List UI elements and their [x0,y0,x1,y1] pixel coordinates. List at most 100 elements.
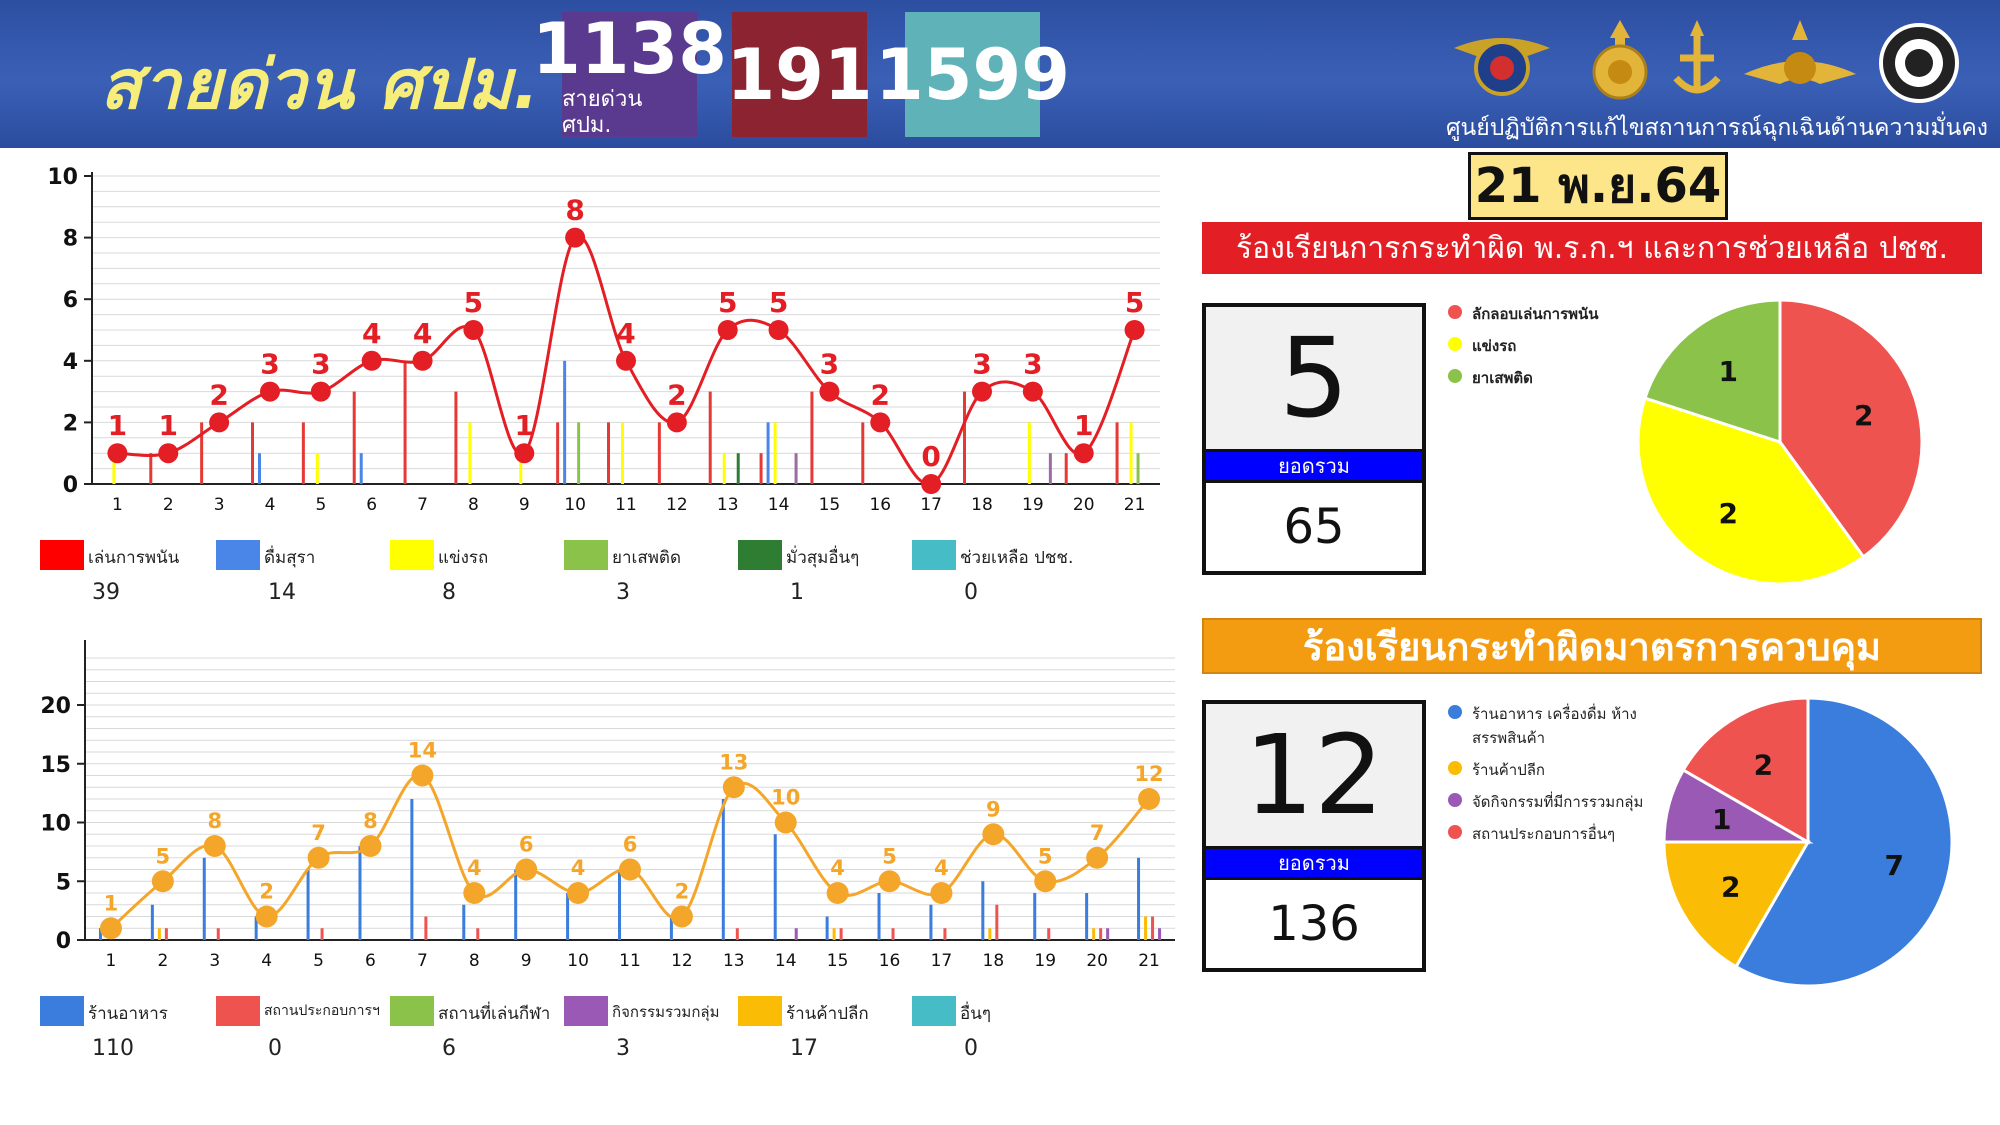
bar [200,422,204,484]
pie2-legend-item: ร้านอาหาร เครื่องดื่ม ห้างสรรพสินค้า [1448,702,1648,750]
data-label: 2 [209,378,228,411]
x-tick-label: 5 [315,495,326,515]
chart2-legend: ร้านอาหาร 110 สถานประกอบการฯ 0 สถานที่เล่น… [40,996,1180,1066]
pie-value-label: 2 [1854,399,1873,432]
line-point [203,835,226,857]
legend2-label: ร้านค้าปลีก [786,1004,869,1024]
pie-value-label: 1 [1712,803,1731,836]
bar [877,893,881,940]
legend1-label: มั่วสุมอื่นๆ [786,548,860,568]
y-tick-label: 15 [40,753,71,778]
bar [1048,453,1052,484]
pie-slice [1681,696,1810,845]
panel1-today-total: 5 [1206,307,1422,449]
data-label: 6 [519,833,534,857]
date-badge: 21 พ.ย.64 [1468,152,1728,220]
data-label: 4 [362,317,381,350]
pie1-legend-item: ลักลอบเล่นการพนัน [1448,302,1599,326]
x-tick-label: 1 [112,495,123,515]
x-tick-label: 21 [1124,495,1146,515]
legend-swatch-icon [564,540,608,570]
data-label: 3 [820,348,839,381]
x-tick-label: 13 [717,495,739,515]
bar [1106,928,1110,940]
x-tick-label: 21 [1138,951,1160,971]
legend-swatch-icon [912,540,956,570]
bar [563,360,567,484]
x-tick-label: 14 [768,495,790,515]
bar [301,422,305,484]
bar [1136,453,1140,484]
data-label: 5 [464,286,483,319]
bar [1144,916,1148,940]
line-point [921,474,942,494]
legend2-count: 110 [92,1036,134,1061]
hotline-191: 191 [726,12,873,137]
y-tick-label: 8 [63,227,78,252]
bar [708,391,712,484]
line-point [107,443,128,464]
line-point [260,381,280,402]
bar [657,422,661,484]
supreme-command-emblem-icon [1592,20,1648,100]
pie1-legend-item: ยาเสพติด [1448,366,1599,390]
pie-value-label: 1 [1719,355,1738,388]
line-point [670,905,693,928]
line-point [310,381,331,402]
line-point [616,350,636,371]
legend-swatch-icon [40,540,84,570]
bar [424,916,428,940]
bar [112,453,116,484]
x-tick-label: 9 [519,495,530,515]
bar [995,904,999,940]
line-point [1086,846,1109,869]
line-point [307,846,330,869]
x-tick-label: 16 [879,951,901,971]
bar [759,453,763,484]
bar [476,928,480,940]
bar [462,904,466,940]
bar [258,453,261,484]
y-tick-label: 0 [63,473,78,498]
x-tick-label: 14 [775,951,797,971]
pie-value-label: 2 [1719,497,1738,530]
x-tick-label: 20 [1073,495,1095,515]
y-tick-label: 10 [47,165,78,190]
data-label: 4 [616,317,635,350]
x-tick-label: 4 [261,951,272,971]
legend2-count: 0 [964,1036,978,1061]
x-tick-label: 9 [521,951,532,971]
legend1-label: ดื่มสุรา [264,548,316,568]
chart1-legend: เล่นการพนัน 39 ดื่มสุรา 14 แข่งรถ 8 ยาเสพติ… [40,540,1180,610]
bar [1151,916,1155,940]
y-tick-label: 20 [40,694,71,719]
panel2-today-total: 12 [1206,704,1422,846]
bar [1129,422,1133,484]
legend2-count: 6 [442,1036,456,1061]
pie2-legend-item: จัดกิจกรรมที่มีการรวมกลุ่ม [1448,790,1648,814]
bar [149,453,153,484]
x-tick-label: 2 [157,951,168,971]
bar [735,928,739,940]
y-tick-label: 0 [56,929,71,954]
hotline-caption: สายด่วน ศปม. [562,86,643,138]
bar [468,422,472,484]
legend-dot-icon [1448,793,1462,807]
bar [618,869,621,940]
line-point [717,320,738,340]
legend2-label: สถานประกอบการฯ [264,1003,380,1019]
panel2-banner: ร้องเรียนกระทำผิดมาตรการควบคุม [1202,618,1982,674]
data-label: 4 [467,856,482,880]
x-tick-label: 17 [920,495,942,515]
x-tick-label: 6 [365,951,376,971]
line-point [826,882,849,904]
legend1-label: ยาเสพติด [612,548,681,568]
x-tick-label: 20 [1086,951,1108,971]
data-label: 1 [104,891,119,915]
bar [621,422,624,484]
data-label: 5 [1125,286,1144,319]
line-point [463,882,486,904]
data-label: 7 [311,821,326,845]
data-label: 4 [830,856,845,880]
